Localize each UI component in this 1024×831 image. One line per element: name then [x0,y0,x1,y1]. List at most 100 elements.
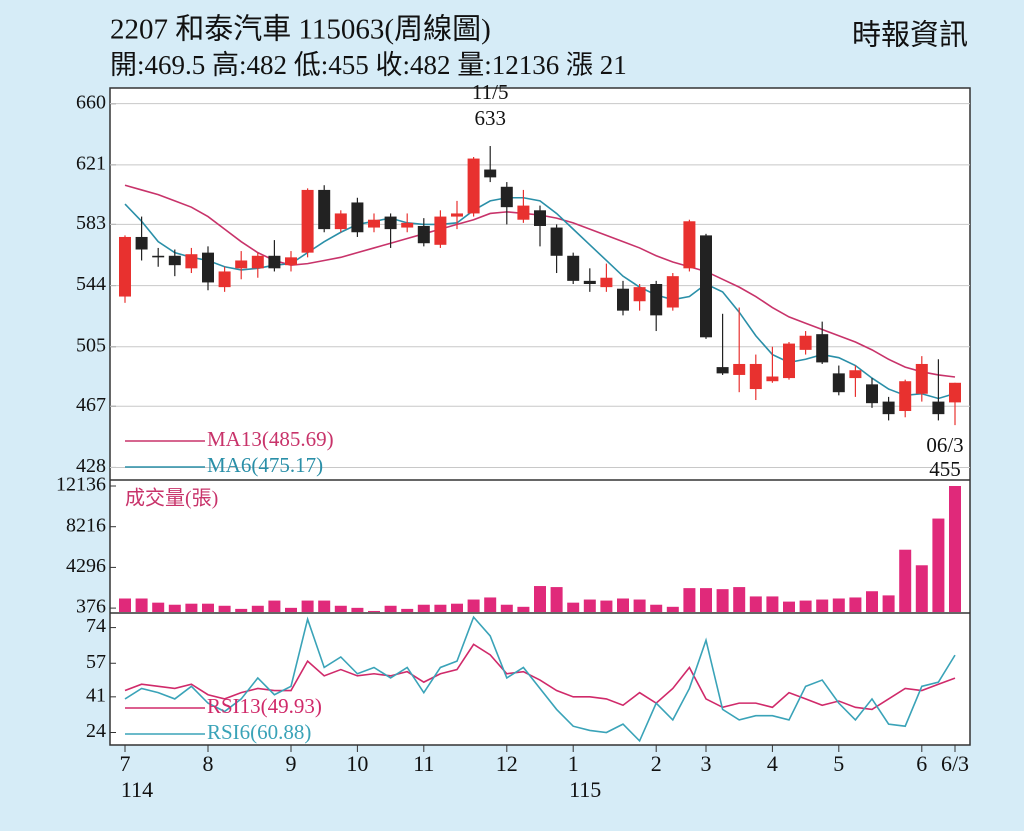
candle-body [401,222,414,228]
volume-bar [434,604,447,612]
volume-bar [384,605,397,612]
y-tick-label: 4296 [66,555,106,577]
candle-body [285,257,297,266]
volume-bar [716,589,729,612]
candle-body [185,254,198,269]
candle-body [135,236,148,250]
volume-bar [534,586,546,612]
y-tick-label: 428 [76,455,106,477]
candle-body [567,255,580,281]
x-tick-label: 8 [203,751,214,776]
candle-body [783,343,795,379]
rsi-line [124,643,956,711]
candle-body [351,202,364,233]
volume-bar [517,606,530,612]
candle-body [434,216,447,245]
chart-title: 2207 和泰汽車 115063(周線圖) [110,13,491,46]
x-tick-label: 10 [346,751,368,776]
x-year-label: 115 [569,777,601,802]
candle-body [451,213,463,217]
x-tick-label: 11 [413,751,434,776]
y-tick-label: 467 [76,394,106,416]
volume-bar [251,605,264,612]
x-tick-label: 6 [916,751,927,776]
volume-bar [334,605,347,612]
volume-bar [550,587,563,612]
candle-body [268,255,281,269]
volume-bar [368,610,380,612]
candle-body [849,370,862,379]
volume-bar [617,598,629,612]
y-tick-label: 621 [76,152,106,174]
volume-bar [135,598,148,612]
volume-bar [899,549,912,612]
x-tick-label: 7 [120,751,131,776]
candle-body [666,276,679,308]
candle-body [152,255,165,258]
volume-bar [583,599,596,612]
candle-body [368,219,380,228]
candle-body [749,363,762,390]
volume-bar [832,598,845,612]
candle-body [484,169,497,178]
y-tick-label: 8216 [66,514,106,536]
x-tick-label: 3 [701,751,712,776]
candle-body [816,334,829,363]
candle-body [517,205,530,220]
volume-bar [185,603,198,612]
volume-bar [285,607,297,612]
volume-bar [700,588,712,612]
volume-bar [351,607,364,612]
candle-body [202,252,214,283]
candle-body [251,255,264,269]
volume-bar [119,598,131,612]
volume-bar [633,599,646,612]
volume-bar [650,604,663,612]
volume-bar [484,597,497,612]
candle-body [600,277,613,288]
volume-bar [683,588,696,612]
x-tick-label: 1 [568,751,579,776]
volume-bar [882,595,895,612]
candle-body [119,236,131,297]
volume-bar [318,600,331,612]
legend-label: MA13(485.69) [207,427,334,451]
candle-body [733,363,746,375]
volume-bar [733,587,746,612]
candle-body [384,216,397,230]
candle-body [650,284,663,316]
candle-body [235,260,248,269]
source: 時報資訊 [852,19,968,52]
candle-body [716,367,729,374]
y-tick-label: 41 [86,684,106,706]
volume-bar [915,565,928,612]
candle-body [617,288,629,311]
y-tick-label: 57 [86,651,106,673]
volume-bar [849,597,862,612]
volume-bar [600,600,613,612]
volume-bar [235,608,248,612]
volume-bar [301,600,314,612]
x-tick-label: 5 [833,751,844,776]
candle-body [550,227,563,256]
volume-bar [202,603,214,612]
candle-body [866,384,878,404]
volume-label: 成交量(張) [125,487,218,510]
candle-body [218,271,231,288]
candle-body [766,376,779,382]
candle-body [417,225,430,244]
volume-bar [932,518,945,612]
volume-bar [268,600,281,612]
annotation-date: 06/3 [926,433,963,457]
volume-bar [168,604,181,612]
candle-body [168,255,181,266]
volume-bar [749,596,762,612]
volume-bar [799,600,812,612]
y-tick-label: 376 [76,596,106,618]
candle-body [534,210,546,226]
volume-bar [666,606,679,612]
legend-label: RSI6(60.88) [207,720,311,744]
legend-label: MA6(475.17) [207,453,323,477]
volume-bar [417,604,430,612]
volume-bar [783,601,795,612]
